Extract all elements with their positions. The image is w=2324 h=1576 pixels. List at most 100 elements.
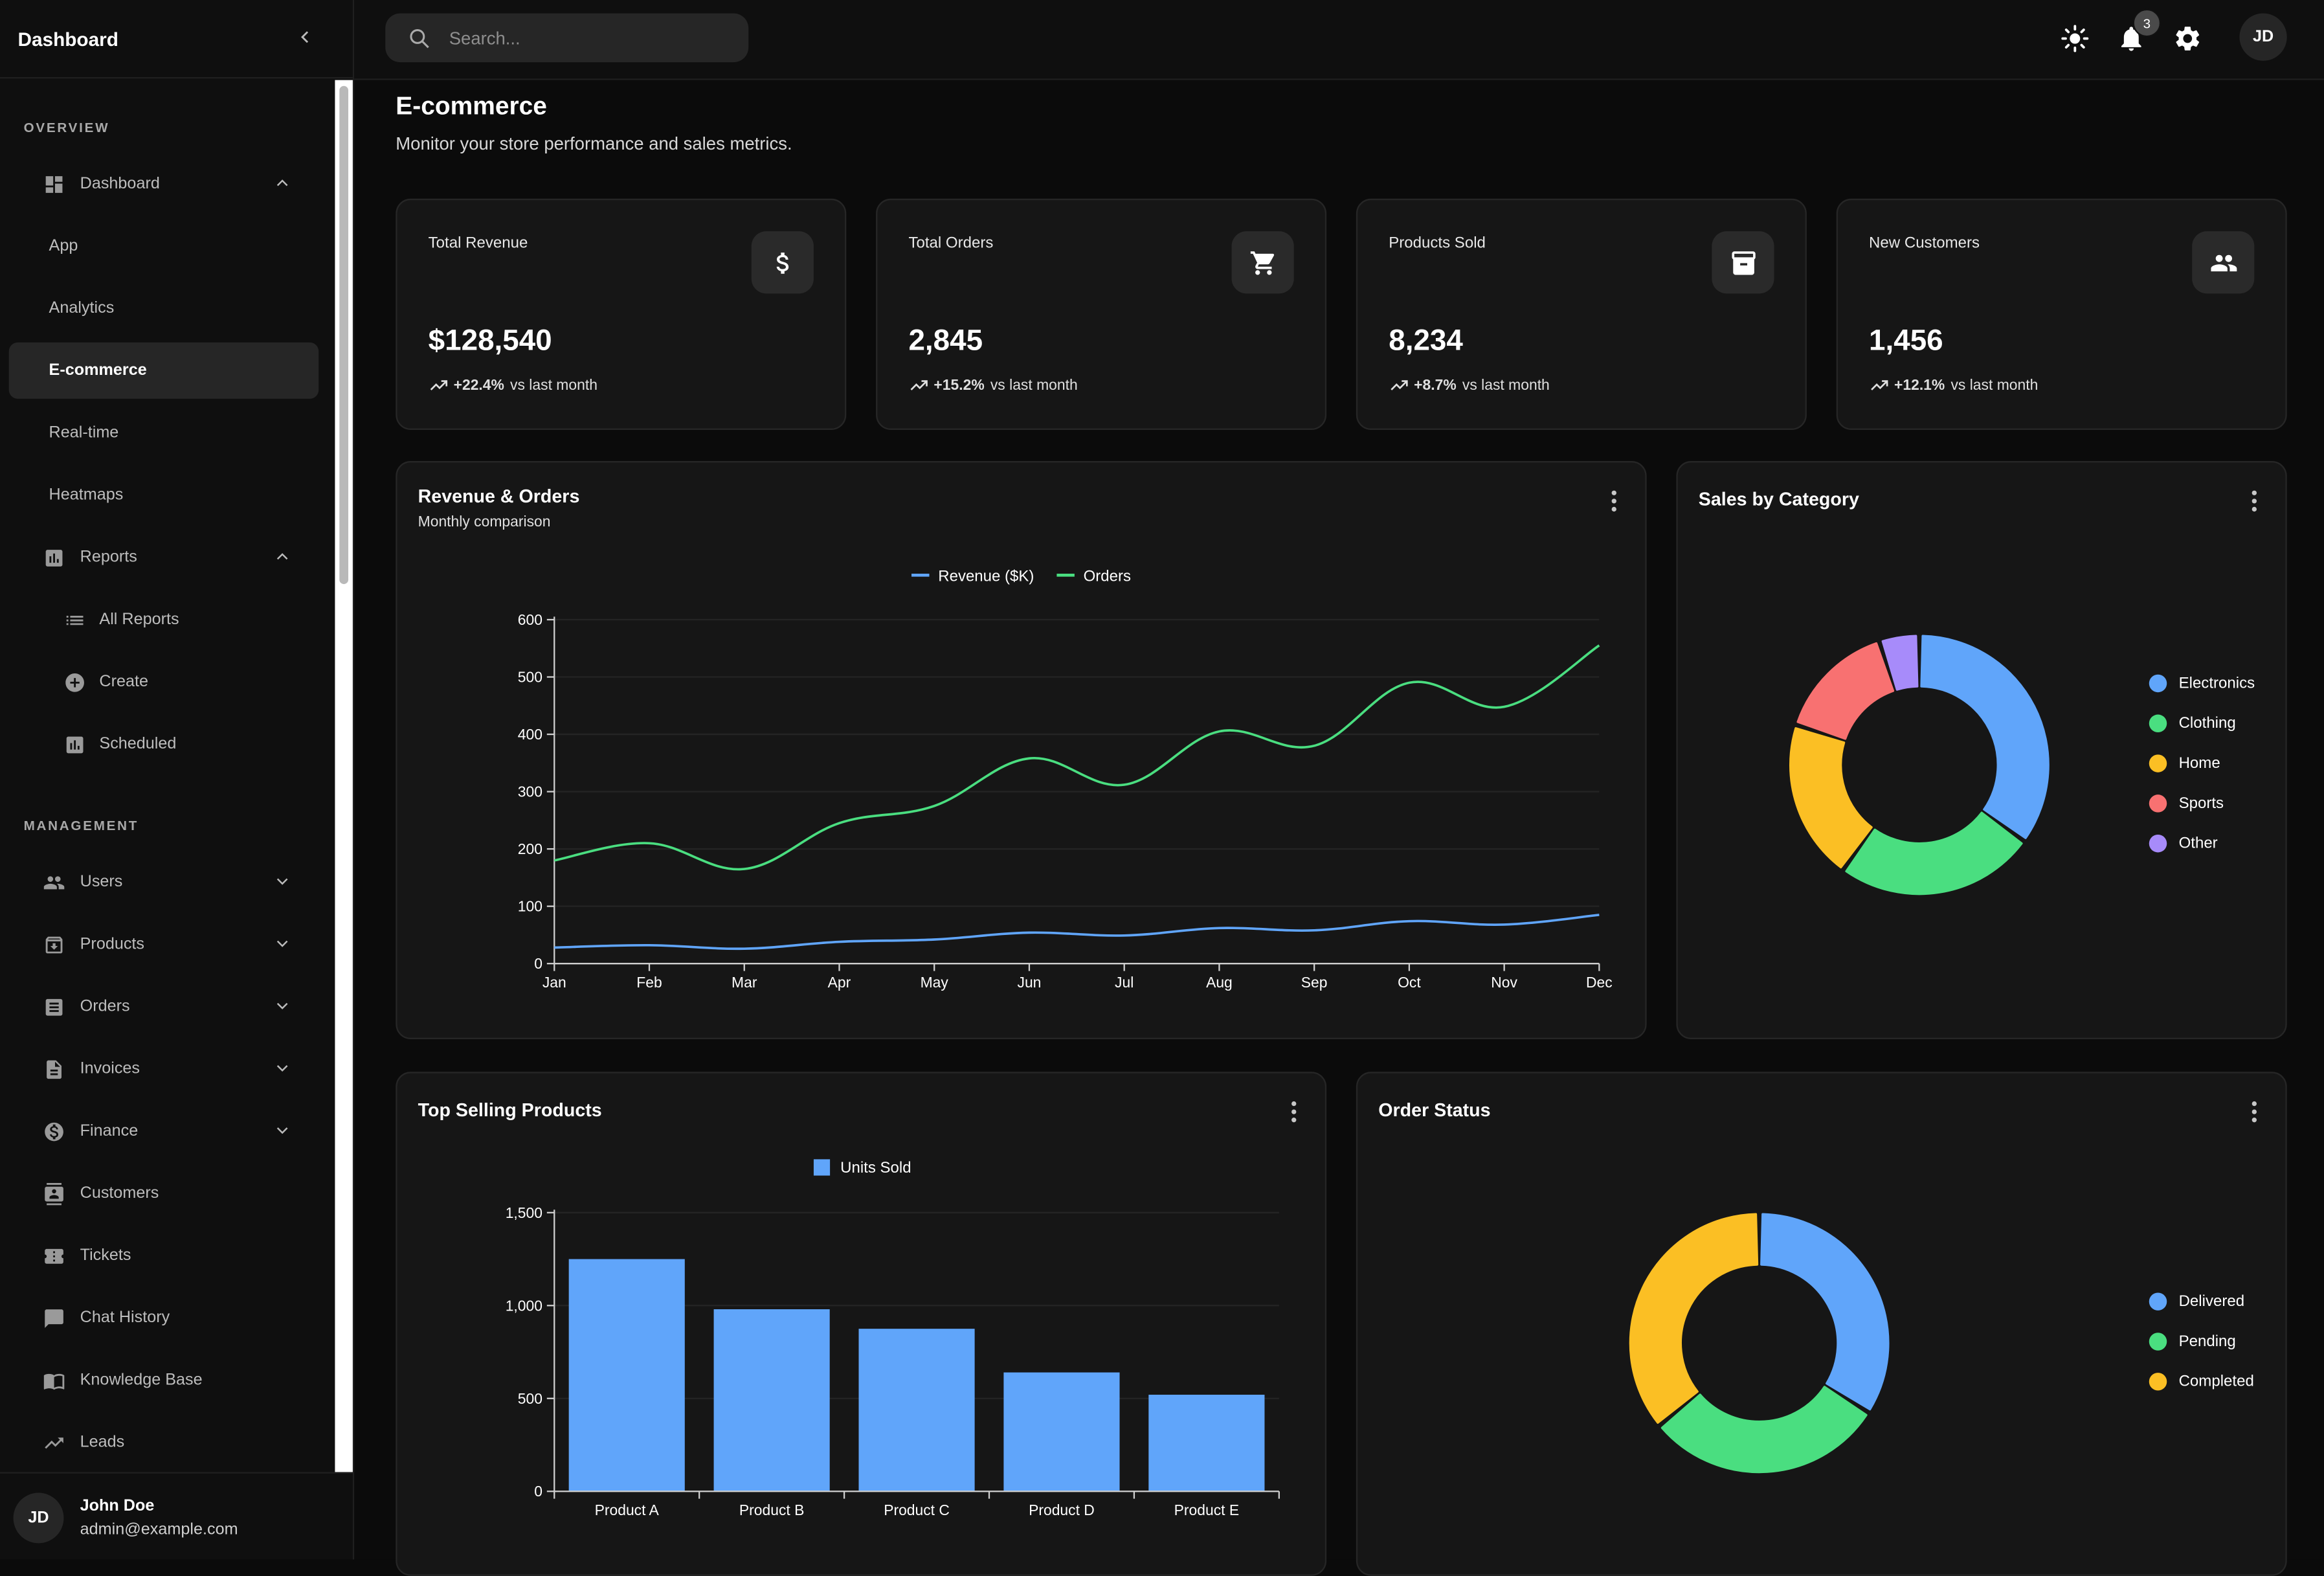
sidebar-item-label: Customers xyxy=(80,1184,159,1202)
chat-icon xyxy=(41,1306,65,1330)
sidebar-item-customers[interactable]: Customers xyxy=(9,1165,319,1222)
stat-delta: +12.1% vs last month xyxy=(1869,375,2038,396)
stat-delta-value: +12.1% xyxy=(1894,377,1945,394)
sidebar-item-label: Invoices xyxy=(80,1059,140,1078)
chevron-down-icon xyxy=(273,996,292,1020)
sidebar-item-scheduled[interactable]: Scheduled xyxy=(9,716,319,772)
stat-card-total-revenue: Total Revenue $128,540 +22.4% vs last mo… xyxy=(396,198,847,430)
stat-value: $128,540 xyxy=(428,324,552,357)
sidebar-item-all-reports[interactable]: All Reports xyxy=(9,592,319,648)
bar-product-b xyxy=(713,1309,830,1492)
settings-button[interactable] xyxy=(2171,22,2204,54)
more-options-button[interactable] xyxy=(2250,490,2259,513)
order-status-card: Order Status Delivered Pending Completed xyxy=(1356,1072,2287,1576)
card-title: Top Selling Products xyxy=(418,1099,602,1121)
legend-label: Delivered xyxy=(2178,1292,2245,1311)
sidebar-item-label: Scheduled xyxy=(99,735,177,754)
sidebar-item-tickets[interactable]: Tickets xyxy=(9,1228,319,1284)
trending-up-icon xyxy=(1391,380,1408,390)
sales-category-card: Sales by Category Electronics Clothing Hom… xyxy=(1676,461,2287,1039)
sidebar-item-label: Tickets xyxy=(80,1246,131,1265)
legend-item-pending[interactable]: Pending xyxy=(2149,1333,2236,1351)
sidebar-item-products[interactable]: Products xyxy=(9,916,319,973)
x-tick-label: Product B xyxy=(739,1502,804,1518)
sidebar-item-app[interactable]: App xyxy=(9,218,319,275)
x-tick-label: Sep xyxy=(1301,974,1328,991)
search-input[interactable] xyxy=(446,26,719,50)
legend-label: Other xyxy=(2178,834,2218,853)
y-tick-label: 600 xyxy=(518,611,542,628)
search-icon xyxy=(410,28,429,48)
card-title: Sales by Category xyxy=(1698,489,1859,510)
avatar: JD xyxy=(13,1492,64,1543)
revenue-orders-card: Revenue & Orders Monthly comparison Reve… xyxy=(396,461,1647,1039)
sidebar-item-chat-history[interactable]: Chat History xyxy=(9,1290,319,1346)
people-icon xyxy=(2192,231,2255,294)
sidebar-scrollbar[interactable] xyxy=(335,80,353,1472)
legend-item-delivered[interactable]: Delivered xyxy=(2149,1292,2245,1311)
more-options-button[interactable] xyxy=(1609,490,1618,513)
more-vert-icon xyxy=(2251,1101,2257,1123)
stat-value: 8,234 xyxy=(1389,324,1463,357)
x-tick-label: Mar xyxy=(732,974,757,991)
legend-item-clothing[interactable]: Clothing xyxy=(2149,714,2236,733)
category-donut-chart xyxy=(1789,635,2050,895)
sidebar-item-users[interactable]: Users xyxy=(9,854,319,910)
sidebar-user[interactable]: JD John Doe admin@example.com xyxy=(0,1472,353,1560)
section-label-overview: OVERVIEW xyxy=(23,120,110,135)
sidebar-item-knowledge-base[interactable]: Knowledge Base xyxy=(9,1352,319,1408)
list-icon xyxy=(62,608,86,632)
legend-swatch xyxy=(2149,1292,2167,1311)
legend-item-other[interactable]: Other xyxy=(2149,834,2218,853)
sidebar-item-label: Heatmaps xyxy=(49,486,124,504)
collapse-sidebar-button[interactable] xyxy=(296,27,314,51)
more-options-button[interactable] xyxy=(1290,1100,1299,1124)
sidebar-item-dashboard[interactable]: Dashboard xyxy=(9,155,319,212)
archive-icon xyxy=(1712,231,1774,294)
search-box[interactable] xyxy=(385,13,749,63)
sidebar-item-label: Orders xyxy=(80,997,130,1016)
x-tick-label: Aug xyxy=(1206,974,1233,991)
avatar[interactable]: JD xyxy=(2239,13,2287,61)
chevron-left-icon xyxy=(301,31,309,43)
sidebar-item-heatmaps[interactable]: Heatmaps xyxy=(9,467,319,523)
trending-up-icon xyxy=(430,380,448,390)
y-tick-label: 200 xyxy=(518,840,542,857)
chevron-up-icon xyxy=(273,547,292,571)
sidebar-item-create[interactable]: Create xyxy=(9,654,319,710)
more-options-button[interactable] xyxy=(2250,1100,2259,1124)
sidebar-item-realtime[interactable]: Real-time xyxy=(9,405,319,461)
sidebar-item-ecommerce[interactable]: E-commerce xyxy=(8,342,319,399)
legend-item-home[interactable]: Home xyxy=(2149,754,2220,772)
bar-product-e xyxy=(1148,1395,1265,1492)
sidebar-item-leads[interactable]: Leads xyxy=(9,1414,319,1470)
x-tick-label: Apr xyxy=(828,974,851,991)
stat-delta-label: vs last month xyxy=(1462,377,1550,394)
stat-delta: +15.2% vs last month xyxy=(908,375,1078,396)
donut-slice-delivered xyxy=(1760,1213,1890,1411)
sidebar-item-invoices[interactable]: Invoices xyxy=(9,1041,319,1097)
y-tick-label: 100 xyxy=(518,898,542,915)
legend-label: Clothing xyxy=(2178,714,2236,733)
sidebar-item-reports[interactable]: Reports xyxy=(9,529,319,585)
sidebar-item-label: App xyxy=(49,237,78,255)
dollar-circle-icon xyxy=(41,1120,65,1143)
user-email: admin@example.com xyxy=(80,1520,238,1538)
chevron-down-icon xyxy=(273,1121,292,1145)
legend-label: Units Sold xyxy=(840,1159,911,1176)
sidebar: Dashboard OVERVIEW Dashboard App Analyti… xyxy=(0,0,355,1560)
sidebar-item-finance[interactable]: Finance xyxy=(9,1103,319,1159)
legend-item-electronics[interactable]: Electronics xyxy=(2149,674,2255,693)
stat-delta-value: +22.4% xyxy=(453,377,504,394)
y-tick-label: 0 xyxy=(534,1483,542,1500)
x-tick-label: May xyxy=(921,974,949,991)
sidebar-item-analytics[interactable]: Analytics xyxy=(9,280,319,337)
theme-toggle-button[interactable] xyxy=(2059,22,2091,54)
sidebar-item-orders[interactable]: Orders xyxy=(9,978,319,1035)
legend-item-sports[interactable]: Sports xyxy=(2149,794,2224,813)
legend-item-completed[interactable]: Completed xyxy=(2149,1373,2254,1391)
legend-label: Revenue ($K) xyxy=(938,567,1034,585)
scrollbar-thumb[interactable] xyxy=(339,85,349,585)
legend-swatch xyxy=(2149,1333,2167,1351)
bar-product-c xyxy=(858,1329,975,1492)
